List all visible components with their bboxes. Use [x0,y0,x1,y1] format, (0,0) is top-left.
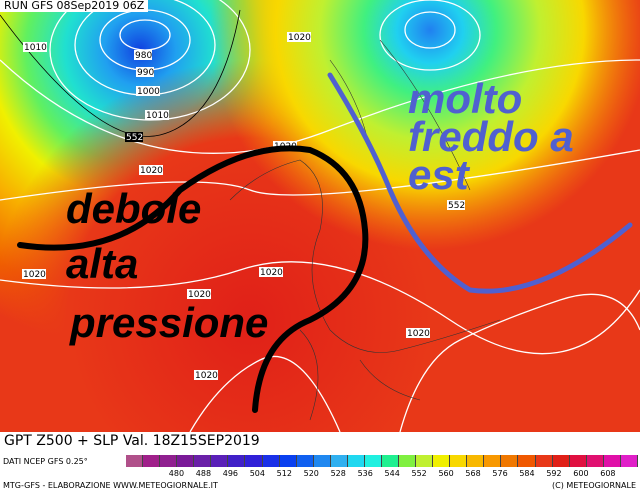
legend-swatch [552,455,570,467]
copyright-text: (C) METEOGIORNALE [552,481,636,490]
legend-swatch [160,455,178,467]
legend-tick-label: 600 [573,469,589,478]
isobar-label: 1010 [24,43,47,53]
legend-swatch [501,455,519,467]
legend-tick-label: 504 [249,469,265,478]
legend-swatch [535,455,553,467]
legend-tick-label: 528 [330,469,346,478]
legend-tick-label: 552 [411,469,427,478]
isobar-label: 1020 [288,33,311,43]
legend-swatch [467,455,485,467]
z500-label: 552 [126,133,143,143]
legend-swatch [211,455,229,467]
legend-tick-label: 584 [519,469,535,478]
legend-tick-label: 544 [384,469,400,478]
legend-swatch [603,455,621,467]
map-canvas: 1010 980 990 1000 1010 552 1020 1020 102… [0,0,640,432]
legend-swatch [143,455,161,467]
legend-swatch [126,455,144,467]
credit-text: MTG-GFS - ELABORAZIONE WWW.METEOGIORNALE… [3,481,218,490]
run-label: RUN GFS 08Sep2019 06Z [0,0,149,12]
data-source: DATI NCEP GFS 0.25° [3,457,88,466]
isobar-label: 980 [135,51,152,61]
annotation-line: freddo a [408,113,574,160]
annotation-line: pressione [70,299,269,346]
legend-swatch [569,455,587,467]
annotation-line: debole [66,185,202,232]
legend-tick-label: 568 [465,469,481,478]
legend-ticks: 480 488 496 504 512 520 528 536 544 552 560 568 576 5… [126,469,638,479]
legend-swatch [245,455,263,467]
high-pressure-ridge-stroke [17,145,369,413]
legend-tick-label: 488 [195,469,212,478]
isobar-label: 990 [137,68,154,78]
isobar-label: 1000 [137,87,160,97]
legend-swatch [518,455,536,467]
legend-swatch [433,455,451,467]
legend-tick-label: 536 [357,469,373,478]
legend-tick-label: 560 [438,469,454,478]
coastlines [229,39,501,421]
legend-swatch [450,455,468,467]
legend-swatch [416,455,434,467]
legend-tick-label: 496 [222,469,239,478]
cold-trough-stroke [327,72,633,294]
legend-tick-label: 608 [600,469,616,478]
isobar-label: 1020 [188,290,211,300]
legend-swatch [262,455,280,467]
legend-tick-label: 520 [303,469,319,478]
annotation-line: molto [408,75,523,122]
legend-swatch [364,455,382,467]
isobar-label: 1020 [260,268,283,278]
legend-tick-label: 512 [276,469,292,478]
legend-swatch [194,455,212,467]
legend-swatch [347,455,365,467]
legend-swatch [279,455,297,467]
legend-swatch [177,455,195,467]
isobar-label: 1020 [23,270,46,280]
legend-swatch [586,455,604,467]
legend-swatch [620,455,638,467]
legend-tick-label: 480 [168,469,185,478]
annotation-line: est [408,151,469,198]
annotation-east: molto freddo a est [408,78,574,196]
legend-swatch [330,455,348,467]
low-field [0,0,640,432]
z500-contour-552 [0,9,241,137]
legend-swatch [228,455,246,467]
color-scale-legend [126,455,638,467]
legend-swatch [296,455,314,467]
product-title: GPT Z500 + SLP Val. 18Z15SEP2019 [0,432,264,450]
legend-swatch [484,455,502,467]
isobar-label: 1020 [195,371,218,381]
isobar-label: 1020 [407,329,430,339]
legend-swatch [313,455,331,467]
legend-swatch [381,455,399,467]
annotation-line: alta [66,240,139,287]
legend-tick-label: 592 [546,469,562,478]
legend-swatch [399,455,417,467]
isobar-label: 1020 [140,166,163,176]
z500-label: 552 [448,201,465,211]
isobar-label: 1010 [146,111,169,121]
legend-tick-label: 576 [492,469,508,478]
